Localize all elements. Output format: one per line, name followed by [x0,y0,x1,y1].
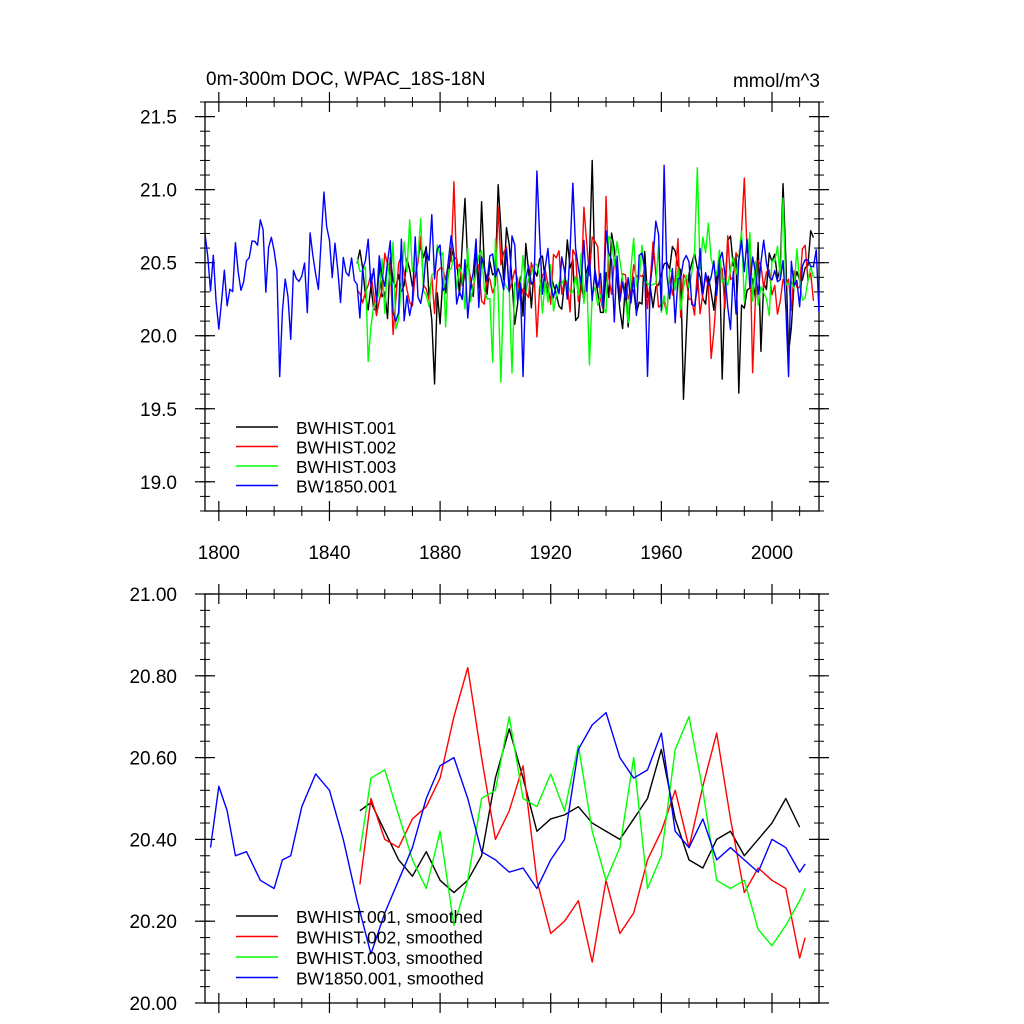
top-xtick-label: 1880 [419,543,461,564]
top-chart-title: 0m-300m DOC, WPAC_18S-18N [206,69,485,90]
bottom-ytick-label: 20.00 [129,994,177,1015]
top-ytick-label: 19.0 [140,473,177,494]
top-legend-label-bw1850-001: BW1850.001 [296,477,397,497]
top-legend-label-bwhist-001: BWHIST.001 [296,418,396,438]
bottom-series-line-bwhist-002-smoothed [359,666,806,963]
bottom-legend-label-bw1850-001-smoothed: BW1850.001, smoothed [296,969,484,989]
top-series-line-bwhist-002 [356,177,815,374]
top-xtick-label: 1840 [308,543,350,564]
top-legend-label-bwhist-003: BWHIST.003 [296,457,396,477]
top-units-label: mmol/m^3 [733,71,820,92]
top-series-line-bwhist-003 [356,167,815,383]
bottom-legend-label-bwhist-001-smoothed: BWHIST.001, smoothed [296,907,483,927]
top-series-group [205,159,819,401]
bottom-ytick-label: 20.80 [129,667,177,688]
top-ticks: 19.0 19.5 20.0 20.5 21.0 21.5 1800 1840 1880 1920… [140,92,829,564]
bottom-series-line-bw1850-001-smoothed [209,711,806,955]
bottom-panel: 20.00 20.20 20.40 20.60 20.80 21.00 BWHIST.00… [129,584,829,1015]
top-ytick-label: 21.5 [140,108,177,129]
top-xtick-label: 1800 [198,543,240,564]
top-xtick-label: 2000 [751,543,793,564]
top-ytick-label: 20.0 [140,327,177,348]
bottom-legend-label-bwhist-003-smoothed: BWHIST.003, smoothed [296,948,483,968]
top-ytick-label: 20.5 [140,254,177,275]
bottom-ytick-label: 20.40 [129,830,177,851]
top-legend-label-bwhist-002: BWHIST.002 [296,438,396,458]
bottom-ticks: 20.00 20.20 20.40 20.60 20.80 21.00 [129,584,829,1015]
bottom-series-group [209,666,806,963]
bottom-ytick-label: 20.20 [129,912,177,933]
top-ytick-label: 19.5 [140,400,177,421]
top-xtick-label: 1920 [530,543,572,564]
bottom-series-line-bwhist-003-smoothed [359,716,806,947]
bottom-legend-label-bwhist-002-smoothed: BWHIST.002, smoothed [296,928,483,948]
top-xtick-label: 1960 [640,543,682,564]
bottom-ytick-label: 21.00 [129,585,177,606]
top-series-line-bw1850-001 [205,164,819,378]
top-ytick-label: 21.0 [140,181,177,202]
bottom-ytick-label: 20.60 [129,749,177,770]
bottom-series-line-bwhist-001-smoothed [359,728,801,894]
top-panel: 19.0 19.5 20.0 20.5 21.0 21.5 1800 1840 1880 1920… [140,69,829,564]
bottom-plot-frame [204,593,820,1004]
